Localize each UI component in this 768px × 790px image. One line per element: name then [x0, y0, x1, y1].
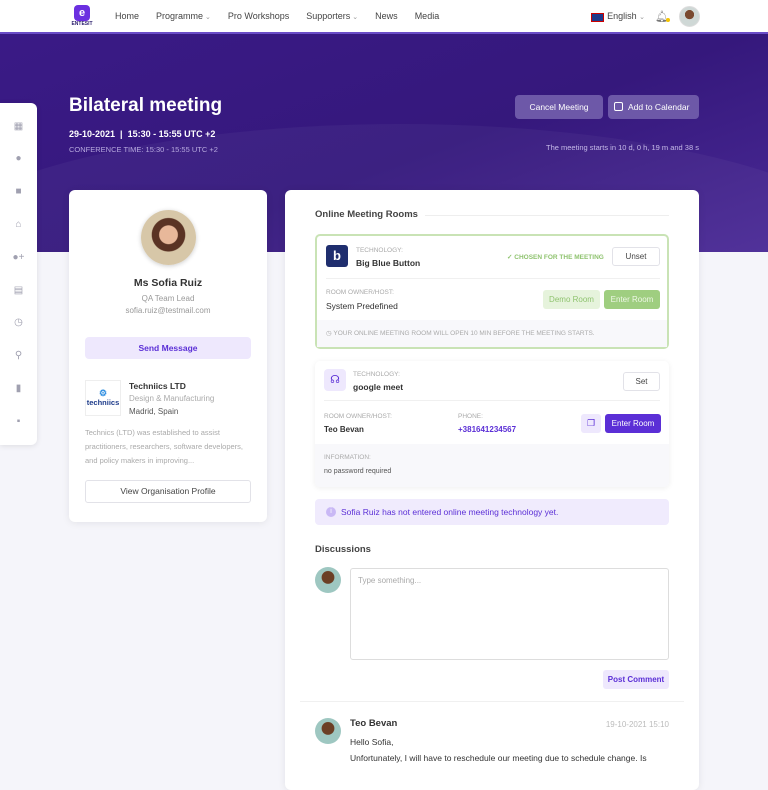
calendar-icon: [614, 102, 623, 111]
org-industry: Design & Manufacturing: [129, 394, 215, 403]
enter-room-button[interactable]: Enter Room: [605, 414, 661, 433]
profile-photo: [141, 210, 196, 265]
profile-email: sofia.ruiz@testmail.com: [125, 306, 211, 315]
info-notice: i Sofia Ruiz has not entered online meeti…: [315, 499, 669, 525]
org-name: Techniics LTD: [129, 381, 186, 391]
room-notice: ◷ YOUR ONLINE MEETING ROOM WILL OPEN 10 …: [317, 320, 667, 347]
clock-icon[interactable]: ◷: [14, 317, 23, 328]
main-menu: Home Programme ⌄ Pro Workshops Supporters…: [115, 11, 439, 21]
sidebar: ▦ ● ■ ⌂ ●+ ▤ ◷ ⚲ ▮ ▪: [0, 103, 37, 445]
store-icon[interactable]: ⌂: [15, 219, 22, 230]
set-button[interactable]: Set: [623, 372, 660, 391]
user-avatar[interactable]: [679, 6, 700, 27]
grid-icon[interactable]: ▦: [13, 121, 24, 132]
search-icon[interactable]: ⚲: [14, 350, 23, 361]
org-location: Madrid, Spain: [129, 407, 179, 416]
send-message-button[interactable]: Send Message: [85, 337, 251, 359]
post-comment-button[interactable]: Post Comment: [603, 670, 669, 689]
headset-icon: ☊: [324, 369, 346, 391]
current-user-avatar: [315, 567, 341, 593]
bbb-logo-icon: b: [326, 245, 348, 267]
discussions-title: Discussions: [315, 544, 371, 555]
briefcase-icon[interactable]: ■: [15, 186, 22, 197]
profile-name: Ms Sofia Ruiz: [133, 277, 203, 289]
add-to-calendar-button[interactable]: Add to Calendar: [608, 95, 699, 119]
chevron-down-icon: ⌄: [639, 14, 646, 22]
room-owner: System Predefined: [326, 301, 398, 311]
user-icon[interactable]: ●: [15, 153, 22, 164]
check-icon: ✓: [507, 254, 513, 261]
meeting-date: 29-10-2021 | 15:30 - 15:55 UTC +2: [69, 129, 216, 139]
room-owner: Teo Bevan: [324, 425, 364, 434]
logo-icon: e: [74, 5, 90, 21]
nav-media[interactable]: Media: [414, 11, 440, 21]
org-logo: ⚙ techniics: [85, 380, 121, 416]
profile-role: QA Team Lead: [141, 294, 195, 303]
room-bbb: b TECHNOLOGY: Big Blue Button ✓ CHOSEN F…: [315, 234, 669, 349]
info-icon: i: [326, 507, 336, 517]
nav-programme[interactable]: Programme ⌄: [156, 11, 211, 21]
countdown: The meeting starts in 10 d, 0 h, 19 m an…: [545, 143, 699, 152]
meeting-card: Online Meeting Rooms b TECHNOLOGY: Big B…: [285, 190, 699, 790]
rooms-title: Online Meeting Rooms: [315, 209, 418, 220]
nav-supporters[interactable]: Supporters ⌄: [306, 11, 359, 21]
bell-icon[interactable]: 🔔︎: [655, 11, 670, 23]
enter-room-button[interactable]: Enter Room: [604, 290, 660, 309]
technology-name: google meet: [353, 382, 404, 392]
nav-news[interactable]: News: [375, 11, 398, 21]
demo-room-button[interactable]: Demo Room: [543, 290, 600, 309]
room-information: no password required: [324, 468, 392, 475]
comment-date: 19-10-2021 15:10: [605, 720, 669, 729]
comment-input[interactable]: [350, 568, 669, 660]
copy-icon[interactable]: ❐: [581, 414, 601, 433]
language-select[interactable]: English ⌄: [591, 11, 646, 22]
chat-icon[interactable]: ▪: [16, 416, 21, 427]
conference-time: CONFERENCE TIME: 15:30 - 15:55 UTC +2: [69, 145, 218, 154]
uk-flag-icon: [591, 12, 605, 22]
chevron-down-icon: ⌄: [205, 14, 211, 21]
unset-button[interactable]: Unset: [612, 247, 660, 266]
bookmark-icon[interactable]: ▮: [15, 383, 22, 394]
phone-link[interactable]: +381641234567: [458, 425, 517, 434]
page-title: Bilateral meeting: [69, 95, 223, 116]
nav-pro-workshops[interactable]: Pro Workshops: [227, 11, 290, 21]
view-organisation-button[interactable]: View Organisation Profile: [85, 480, 251, 503]
profile-card: Ms Sofia Ruiz QA Team Lead sofia.ruiz@te…: [69, 190, 267, 522]
nav-home[interactable]: Home: [115, 11, 140, 21]
technology-name: Big Blue Button: [356, 258, 421, 268]
org-description: Technics (LTD) was established to assist…: [85, 428, 243, 465]
chosen-badge: ✓ CHOSEN FOR THE MEETING: [507, 254, 604, 261]
user-plus-icon[interactable]: ●+: [12, 252, 25, 263]
comment-author: Teo Bevan: [350, 718, 398, 729]
cancel-meeting-button[interactable]: Cancel Meeting: [515, 95, 603, 119]
calendar-icon[interactable]: ▤: [13, 285, 24, 296]
top-nav: e ENTESIT Home Programme ⌄ Pro Workshops S…: [0, 0, 768, 34]
clock-icon: ◷: [326, 330, 332, 337]
room-google-meet: ☊ TECHNOLOGY: google meet Set ROOM OWNER…: [315, 361, 669, 487]
logo[interactable]: e ENTESIT: [71, 5, 93, 27]
comment-avatar: [315, 718, 341, 744]
chevron-down-icon: ⌄: [352, 14, 359, 21]
